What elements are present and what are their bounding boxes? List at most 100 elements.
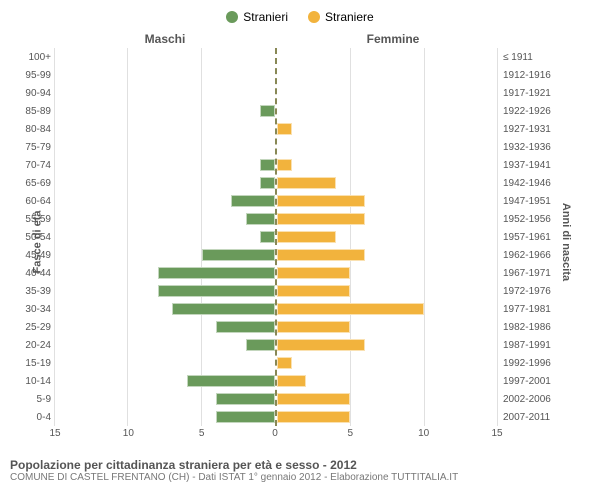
legend: Stranieri Straniere (10, 10, 590, 24)
age-label: 60-64 (10, 192, 51, 210)
year-label: 1937-1941 (503, 156, 562, 174)
age-axis-labels: 100+95-9990-9485-8980-8475-7970-7465-696… (10, 48, 55, 426)
year-label: 1972-1976 (503, 282, 562, 300)
female-bar (277, 195, 365, 207)
female-bars (277, 48, 497, 426)
age-label: 5-9 (10, 390, 51, 408)
age-label: 80-84 (10, 120, 51, 138)
age-label: 35-39 (10, 282, 51, 300)
male-bar (246, 213, 275, 225)
female-bar (277, 375, 306, 387)
female-bar (277, 123, 292, 135)
male-bar (187, 375, 275, 387)
x-tick-label: 5 (199, 428, 205, 439)
age-label: 100+ (10, 48, 51, 66)
plot: 100+95-9990-9485-8980-8475-7970-7465-696… (10, 48, 590, 426)
female-bar (277, 303, 424, 315)
male-bars (55, 48, 275, 426)
x-axis-left: 051015 (55, 428, 275, 442)
male-bar (260, 159, 275, 171)
year-label: 2007-2011 (503, 408, 562, 426)
male-bar (172, 303, 275, 315)
male-bar (216, 393, 275, 405)
x-axis: 051015 51015 (10, 428, 590, 442)
x-tick-label: 5 (348, 428, 354, 439)
age-label: 70-74 (10, 156, 51, 174)
male-bar (231, 195, 275, 207)
male-bar (260, 177, 275, 189)
age-label: 90-94 (10, 84, 51, 102)
year-label: 1987-1991 (503, 336, 562, 354)
male-bar (158, 285, 275, 297)
male-column-title: Maschi (55, 32, 275, 46)
age-label: 50-54 (10, 228, 51, 246)
female-bar (277, 213, 365, 225)
male-bar (260, 231, 275, 243)
female-bar (277, 249, 365, 261)
x-tick-label: 15 (49, 428, 60, 439)
female-bar (277, 357, 292, 369)
age-label: 65-69 (10, 174, 51, 192)
x-tick-label: 15 (491, 428, 502, 439)
year-label: 1967-1971 (503, 264, 562, 282)
year-label: 1932-1936 (503, 138, 562, 156)
legend-male-label: Stranieri (243, 10, 288, 24)
age-label: 0-4 (10, 408, 51, 426)
year-label: 1962-1966 (503, 246, 562, 264)
year-label: 1947-1951 (503, 192, 562, 210)
female-bar (277, 285, 350, 297)
age-label: 15-19 (10, 354, 51, 372)
male-bar (158, 267, 275, 279)
year-label: 1982-1986 (503, 318, 562, 336)
female-bar (277, 339, 365, 351)
year-label: 2002-2006 (503, 390, 562, 408)
female-bar (277, 231, 336, 243)
year-label: 1997-2001 (503, 372, 562, 390)
male-bar (260, 105, 275, 117)
chart-area: Fasce di età Anni di nascita Maschi Femm… (10, 32, 590, 452)
male-swatch (226, 11, 238, 23)
age-label: 95-99 (10, 66, 51, 84)
year-label: 1952-1956 (503, 210, 562, 228)
caption-subtitle: COMUNE DI CASTEL FRENTANO (CH) - Dati IS… (10, 472, 590, 483)
x-tick-label: 10 (418, 428, 429, 439)
female-column-title: Femmine (283, 32, 503, 46)
year-label: 1977-1981 (503, 300, 562, 318)
year-label: 1957-1961 (503, 228, 562, 246)
year-axis-labels: ≤ 19111912-19161917-19211922-19261927-19… (497, 48, 562, 426)
age-label: 40-44 (10, 264, 51, 282)
male-bar (216, 411, 275, 423)
year-label: 1992-1996 (503, 354, 562, 372)
male-bar (202, 249, 275, 261)
age-label: 75-79 (10, 138, 51, 156)
female-bar (277, 393, 350, 405)
year-label: ≤ 1911 (503, 48, 562, 66)
age-label: 45-49 (10, 246, 51, 264)
female-bar (277, 267, 350, 279)
column-titles: Maschi Femmine (10, 32, 590, 46)
age-label: 25-29 (10, 318, 51, 336)
female-bar (277, 177, 336, 189)
x-tick-label: 10 (123, 428, 134, 439)
age-label: 55-59 (10, 210, 51, 228)
female-bar (277, 321, 350, 333)
age-label: 85-89 (10, 102, 51, 120)
caption: Popolazione per cittadinanza straniera p… (10, 458, 590, 483)
x-axis-right: 51015 (277, 428, 497, 442)
year-label: 1912-1916 (503, 66, 562, 84)
year-label: 1922-1926 (503, 102, 562, 120)
legend-female-label: Straniere (325, 10, 374, 24)
age-label: 20-24 (10, 336, 51, 354)
age-label: 30-34 (10, 300, 51, 318)
year-label: 1917-1921 (503, 84, 562, 102)
year-label: 1942-1946 (503, 174, 562, 192)
male-bar (216, 321, 275, 333)
female-bar (277, 159, 292, 171)
male-bar (246, 339, 275, 351)
caption-title: Popolazione per cittadinanza straniera p… (10, 458, 590, 472)
legend-item-female: Straniere (308, 10, 374, 24)
age-label: 10-14 (10, 372, 51, 390)
legend-item-male: Stranieri (226, 10, 288, 24)
female-swatch (308, 11, 320, 23)
year-label: 1927-1931 (503, 120, 562, 138)
